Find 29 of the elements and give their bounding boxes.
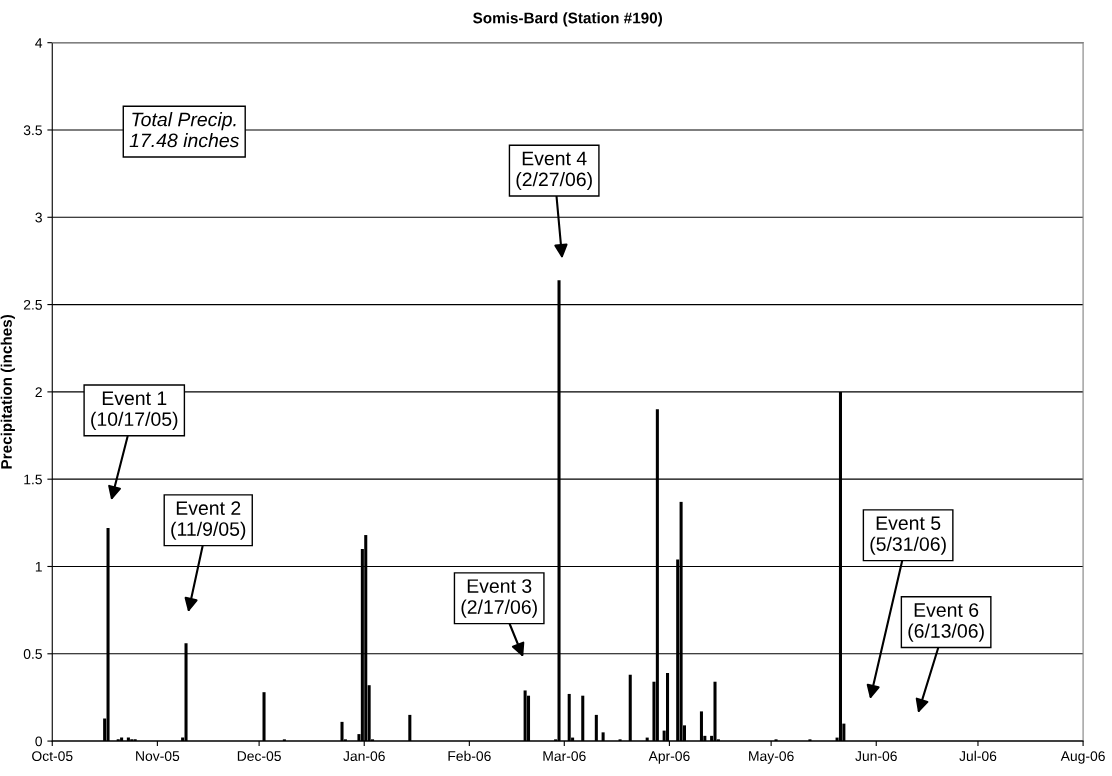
x-tick-label: Jun-06 (855, 751, 897, 761)
annotation: Event 3 (2/17/06) (461, 579, 537, 618)
annotation: Event 2 (11/9/05) (171, 501, 246, 540)
chart-title: Somis-Bard (Station #190) (473, 12, 662, 27)
x-tick-label: Feb-06 (448, 750, 491, 761)
annotation: Event 6 (6/13/06) (908, 603, 984, 642)
annotation: Event 1 (10/17/05) (91, 391, 178, 430)
y-tick-label: 2.5 (23, 299, 42, 310)
y-tick-label: 0 (35, 736, 42, 747)
x-tick-label: Nov-05 (136, 751, 180, 761)
y-tick-label: 3.5 (23, 125, 42, 136)
y-tick-label: 1 (35, 561, 42, 572)
x-tick-label: Dec-05 (237, 751, 281, 761)
y-tick-label: 1.5 (24, 474, 42, 485)
x-tick-label: Jan-06 (343, 751, 385, 761)
annotation: Event 4 (2/27/06) (516, 151, 592, 191)
annotation: Total Precip. 17.48 inches (129, 112, 239, 148)
y-tick-label: 0.5 (23, 649, 42, 659)
annotation: Event 5 (5/31/06) (870, 516, 946, 555)
y-axis-title: Precipitation (inches) (0, 314, 15, 469)
y-tick-label: 2 (35, 387, 42, 397)
x-tick-label: Aug-06 (1060, 751, 1105, 764)
x-tick-label: Jul-06 (959, 750, 997, 761)
x-tick-label: Apr-06 (648, 751, 690, 764)
y-tick-label: 4 (35, 38, 43, 48)
x-tick-label: May-06 (749, 751, 794, 764)
x-tick-label: Mar-06 (543, 751, 586, 761)
x-tick-label: Oct-05 (32, 751, 73, 761)
y-tick-label: 3 (35, 212, 42, 223)
